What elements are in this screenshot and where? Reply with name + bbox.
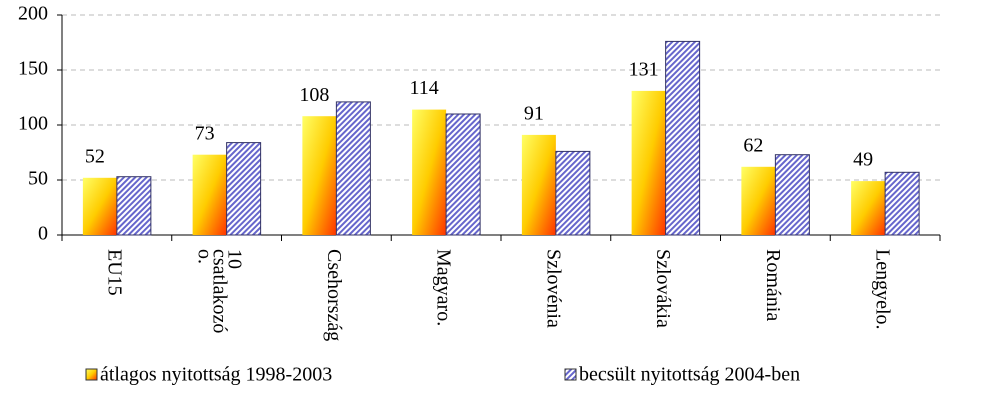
x-tick-label: Románia [762, 249, 784, 321]
bar [884, 171, 920, 236]
bar [412, 109, 447, 235]
bar [445, 113, 481, 236]
y-tick-label: 100 [18, 113, 48, 135]
data-label: 114 [409, 77, 438, 99]
data-label: 52 [85, 145, 105, 167]
data-label: 62 [743, 134, 763, 156]
data-label: 49 [853, 149, 873, 171]
x-tick-label: Csehország [323, 249, 345, 341]
y-tick-label: 150 [18, 58, 48, 80]
legend-swatch [85, 368, 98, 381]
legend-swatch [564, 368, 577, 381]
legend-label: becsült nyitottság 2004-ben [579, 364, 800, 386]
y-tick-label: 200 [18, 3, 48, 25]
x-tick-label: 10csatlakozóo. [194, 249, 246, 333]
bar [741, 166, 776, 235]
bar [116, 176, 152, 236]
bar [335, 101, 371, 236]
bar [665, 40, 701, 236]
y-tick-label: 0 [38, 223, 48, 245]
bar [774, 154, 810, 236]
x-tick-label: Lengyelo. [872, 249, 894, 330]
x-tick-label: Szlovénia [542, 249, 564, 328]
bar [192, 154, 227, 235]
bar [851, 181, 886, 235]
y-tick-label: 50 [28, 168, 48, 190]
bar [631, 90, 666, 236]
bar [521, 134, 556, 235]
data-label: 108 [299, 84, 329, 106]
bar [82, 177, 117, 235]
x-tick-label: EU15 [103, 249, 125, 296]
data-label: 131 [629, 58, 659, 80]
data-label: 73 [195, 122, 215, 144]
x-tick-label: Magyaro. [433, 249, 455, 326]
data-label: 91 [524, 102, 544, 124]
legend-label: átlagos nyitottság 1998-2003 [100, 364, 332, 386]
bar [302, 116, 337, 235]
bar [555, 150, 591, 236]
x-tick-label: Szlovákia [652, 249, 674, 328]
bar [226, 142, 262, 236]
